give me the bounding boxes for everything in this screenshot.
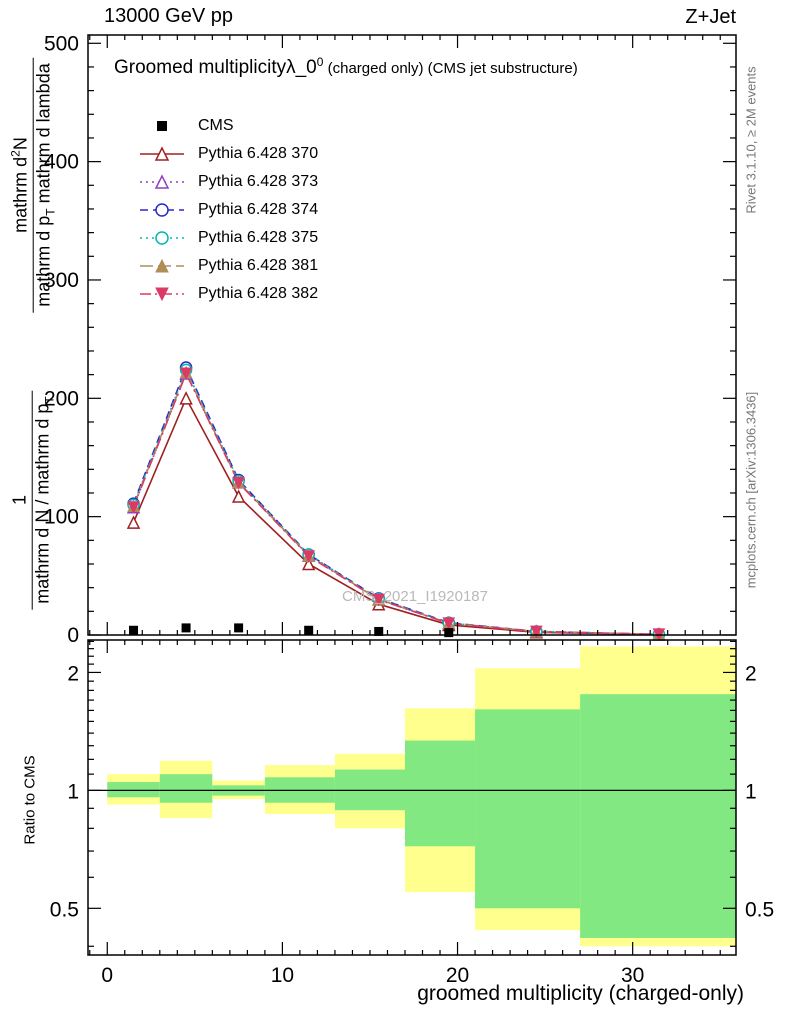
svg-text:10: 10: [271, 964, 294, 987]
main-y-axis-label-lower: 1 mathrm d N / mathrm d pT: [9, 390, 57, 610]
legend: CMS Pythia 6.428 370 Pythia 6.428 373 Pythi…: [138, 112, 318, 308]
svg-text:0: 0: [67, 624, 79, 647]
beam-energy-label: 13000 GeV pp: [104, 5, 233, 27]
main-y-label-one: 1: [9, 495, 30, 506]
mcplots-arxiv-label: mcplots.cern.ch [arXiv:1306.3436]: [743, 391, 759, 589]
legend-label: Pythia 6.428 370: [198, 145, 319, 162]
legend-label: Pythia 6.428 375: [198, 229, 319, 246]
svg-text:30: 30: [621, 964, 644, 987]
legend-marker-icon: [140, 203, 184, 217]
legend-label: Pythia 6.428 373: [198, 173, 319, 190]
legend-item: Pythia 6.428 375: [138, 224, 318, 252]
legend-label: Pythia 6.428 381: [198, 257, 319, 274]
svg-text:2: 2: [745, 662, 757, 685]
legend-item: Pythia 6.428 374: [138, 196, 318, 224]
svg-text:200: 200: [44, 387, 79, 410]
plot-title-suffix: (charged only) (CMS jet substructure): [323, 60, 578, 77]
svg-text:1: 1: [745, 780, 757, 803]
plot-title: Groomed multiplicityλ_00 (charged only) …: [114, 55, 578, 79]
legend-item: Pythia 6.428 370: [138, 140, 318, 168]
svg-text:300: 300: [44, 269, 79, 292]
main-y-axis-label-upper: mathrm d2N mathrm d pT mathrm d lambda: [8, 57, 58, 313]
svg-text:0.5: 0.5: [50, 898, 79, 921]
x-axis-label: groomed multiplicity (charged-only): [417, 982, 744, 1005]
svg-text:20: 20: [446, 964, 469, 987]
plot-title-sup: 0: [316, 55, 324, 69]
svg-text:1: 1: [67, 780, 79, 803]
legend-label: Pythia 6.428 374: [198, 201, 319, 218]
svg-text:2: 2: [67, 662, 79, 685]
rivet-version-label: Rivet 3.1.10, ≥ 2M events: [743, 66, 759, 214]
plot-title-lambda: λ_0: [286, 57, 317, 78]
legend-marker-icon: [140, 258, 184, 273]
legend-label: Pythia 6.428 382: [198, 285, 319, 302]
legend-marker-icon: [140, 146, 184, 161]
legend-marker-icon: [140, 231, 184, 245]
legend-item: CMS: [138, 112, 318, 140]
legend-item: Pythia 6.428 382: [138, 280, 318, 308]
main-y-label-denominator: mathrm d pT mathrm d lambda: [32, 57, 58, 313]
main-y-label-norm: mathrm d N / mathrm d pT: [31, 390, 57, 610]
legend-item: Pythia 6.428 381: [138, 252, 318, 280]
main-y-label-numerator: mathrm d2N: [8, 137, 31, 233]
svg-text:500: 500: [44, 32, 79, 55]
watermark: CMS_2021_I1920187: [342, 588, 488, 605]
ratio-y-axis-label: Ratio to CMS: [21, 755, 39, 845]
legend-marker-icon: [140, 287, 184, 302]
process-label: Z+Jet: [685, 6, 736, 28]
legend-label: CMS: [198, 117, 234, 134]
svg-text:100: 100: [44, 506, 79, 529]
svg-text:0.5: 0.5: [745, 898, 774, 921]
svg-text:400: 400: [44, 151, 79, 174]
legend-marker-icon: [140, 174, 184, 189]
legend-item: Pythia 6.428 373: [138, 168, 318, 196]
svg-text:0: 0: [101, 964, 113, 987]
plot-title-text: Groomed multiplicity: [114, 57, 287, 78]
legend-marker-icon: [157, 121, 167, 131]
